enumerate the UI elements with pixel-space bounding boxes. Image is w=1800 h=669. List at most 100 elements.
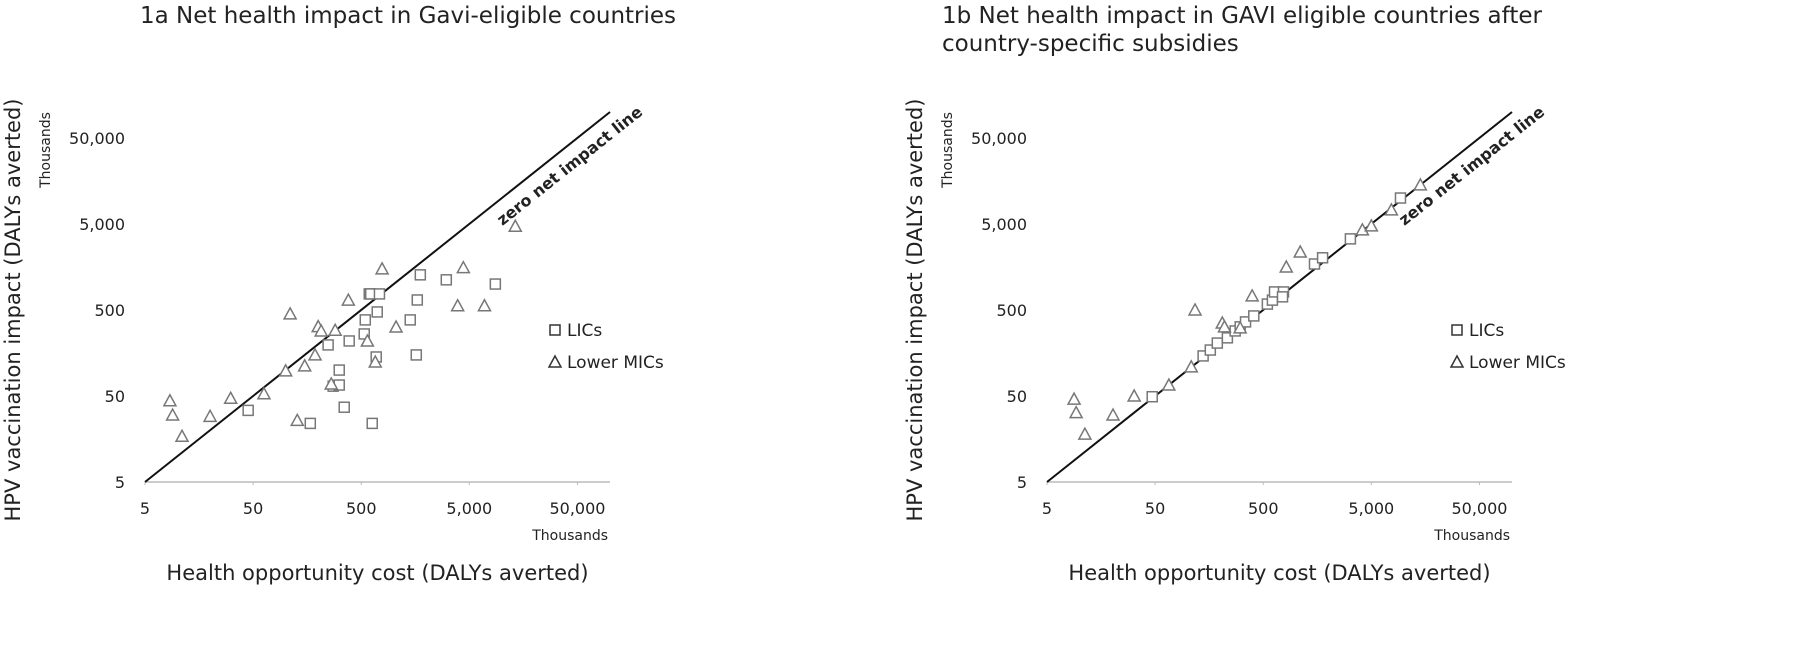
legend-label: LICs <box>567 321 602 341</box>
triangle-marker <box>1232 320 1248 334</box>
triangle-marker <box>1279 259 1294 273</box>
triangle-marker <box>388 319 404 333</box>
x-tick-label: 50,000 <box>1451 499 1507 518</box>
x-tick-label: 50,000 <box>549 499 605 518</box>
square-marker <box>371 306 383 318</box>
y-tick-label: 500 <box>94 301 125 320</box>
x-unit-label: Thousands <box>531 528 608 544</box>
triangle-marker <box>1449 354 1465 368</box>
legend-label: LICs <box>1469 321 1504 341</box>
square-marker <box>1204 344 1217 356</box>
triangle-marker <box>360 333 375 347</box>
square-marker <box>359 314 372 326</box>
y-tick-label: 5,000 <box>79 215 125 234</box>
triangle-marker <box>1105 407 1121 421</box>
triangle-marker <box>1184 359 1199 373</box>
triangle-marker <box>367 354 383 368</box>
triangle-marker <box>374 261 390 275</box>
x-tick-label: 5 <box>1042 499 1052 518</box>
square-marker <box>373 288 386 300</box>
square-marker <box>489 278 502 290</box>
triangle-marker <box>278 363 293 377</box>
triangle-marker <box>547 354 563 368</box>
square-marker <box>338 401 350 413</box>
square-marker <box>322 339 334 351</box>
triangle-marker <box>1068 405 1084 419</box>
square-marker <box>333 364 345 376</box>
square-marker <box>1211 337 1224 349</box>
triangle-marker <box>323 376 339 390</box>
square-marker <box>1221 332 1234 344</box>
triangle-marker <box>307 347 323 361</box>
y-axis-title: HPV vaccination impact (DALYs averted) <box>1 99 25 522</box>
triangle-marker <box>450 298 465 312</box>
triangle-marker <box>223 390 238 405</box>
triangle-marker <box>1126 388 1142 402</box>
triangle-marker <box>1364 218 1379 232</box>
triangle-marker <box>1244 288 1260 302</box>
square-marker <box>414 269 427 281</box>
triangle-marker <box>1384 202 1399 216</box>
square-marker <box>410 349 423 361</box>
y-tick-label: 50,000 <box>69 129 125 148</box>
y-axis-title: HPV vaccination impact (DALYs averted) <box>903 99 927 522</box>
x-tick-label: 50 <box>243 499 263 518</box>
triangle-marker <box>508 218 523 232</box>
triangle-marker <box>477 298 492 312</box>
chart-title: 1b Net health impact in GAVI eligible co… <box>942 3 1542 57</box>
triangle-marker <box>313 323 329 337</box>
square-marker <box>304 417 317 430</box>
x-tick-label: 500 <box>1248 499 1279 518</box>
square-marker <box>1276 291 1289 303</box>
x-tick-label: 5 <box>140 499 150 518</box>
triangle-marker <box>1066 391 1082 405</box>
triangle-marker <box>282 306 298 320</box>
x-tick-label: 500 <box>346 499 377 518</box>
x-axis-title: Health opportunity cost (DALYs averted) <box>1068 561 1490 585</box>
triangle-marker <box>1187 302 1203 316</box>
square-marker <box>411 294 424 306</box>
square-marker <box>242 404 254 417</box>
triangle-marker <box>1077 426 1093 440</box>
square-marker <box>1394 192 1407 204</box>
legend-label: Lower MICs <box>567 353 664 373</box>
square-marker <box>1344 233 1357 245</box>
square-marker <box>1248 310 1260 322</box>
square-marker <box>440 274 453 286</box>
triangle-marker <box>1292 244 1308 258</box>
triangle-marker <box>1413 177 1428 191</box>
x-axis-title: Health opportunity cost (DALYs averted) <box>166 561 588 585</box>
y-tick-label: 5,000 <box>981 215 1027 234</box>
square-marker <box>1197 350 1209 362</box>
triangle-marker <box>456 260 471 274</box>
x-unit-label: Thousands <box>1433 528 1510 544</box>
y-tick-label: 5 <box>1017 473 1027 492</box>
y-tick-label: 5 <box>115 473 125 492</box>
triangle-marker <box>1161 377 1177 391</box>
triangle-marker <box>162 393 178 407</box>
triangle-marker <box>174 428 190 443</box>
chart-title: 1a Net health impact in Gavi-eligible co… <box>140 3 677 29</box>
square-marker <box>343 335 355 347</box>
legend-label: Lower MICs <box>1469 353 1566 373</box>
x-tick-label: 50 <box>1145 499 1165 518</box>
square-marker <box>1146 390 1158 403</box>
square-marker <box>1451 324 1463 336</box>
y-tick-label: 50 <box>105 387 125 406</box>
square-marker <box>358 328 370 340</box>
x-tick-label: 5,000 <box>446 499 492 518</box>
square-marker <box>404 314 416 326</box>
triangle-marker <box>289 412 305 427</box>
square-marker <box>1316 252 1329 264</box>
y-tick-label: 500 <box>996 301 1027 320</box>
square-marker <box>1308 258 1321 270</box>
triangle-marker <box>341 292 356 306</box>
triangle-marker <box>165 407 180 421</box>
triangle-marker <box>297 358 312 372</box>
annotation: zero net impact line <box>1395 102 1548 229</box>
y-tick-label: 50 <box>1007 387 1027 406</box>
triangle-marker <box>327 322 343 337</box>
annotation: zero net impact line <box>493 102 646 229</box>
triangle-marker <box>1217 319 1232 333</box>
